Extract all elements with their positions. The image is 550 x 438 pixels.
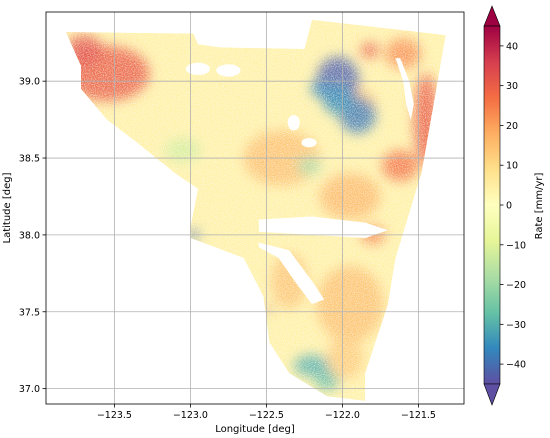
colorbar: −40 −30 −20 −10 0 10 20 30 40 Rate [mm/yr]	[483, 5, 545, 406]
colorbar-tick-label: −10	[506, 240, 526, 251]
colorbar-extend-bottom	[483, 383, 501, 406]
colorbar-tick-label: −40	[506, 360, 526, 371]
colorbar-tick-label: 30	[506, 81, 518, 92]
no-data-area	[258, 216, 388, 238]
y-axis-ticks: 37.0 37.5 38.0 38.5 39.0	[19, 77, 46, 395]
y-tick-label: 38.5	[19, 154, 40, 165]
x-tick-label: −123.0	[173, 410, 208, 421]
y-tick-label: 39.0	[19, 77, 40, 88]
map-plot-area	[46, 12, 464, 404]
x-tick-label: −121.5	[401, 410, 436, 421]
colorbar-tick-label: 40	[506, 41, 518, 52]
y-axis-label: Latitude [deg]	[2, 172, 13, 243]
x-tick-label: −122.0	[325, 410, 360, 421]
colorbar-tick-label: −30	[506, 320, 526, 331]
colorbar-tick-label: 10	[506, 161, 518, 172]
y-tick-label: 38.0	[19, 230, 40, 241]
grid-lines	[46, 12, 464, 404]
no-data-area	[185, 62, 211, 76]
axes-frame	[45, 11, 465, 405]
colorbar-extend-top	[483, 5, 501, 27]
colorbar-label: Rate [mm/yr]	[534, 173, 545, 240]
colorbar-tick-label: 20	[506, 121, 518, 132]
no-data-area	[301, 138, 317, 148]
no-data-area	[287, 114, 300, 131]
colorbar-gradient	[483, 25, 501, 385]
no-data-area	[258, 242, 325, 305]
colorbar-ticks: −40 −30 −20 −10 0 10 20 30 40	[500, 41, 526, 371]
x-axis-label: Longitude [deg]	[215, 424, 295, 435]
y-tick-label: 37.5	[19, 307, 40, 318]
x-tick-label: −122.5	[249, 410, 284, 421]
no-data-area	[216, 64, 241, 77]
x-tick-label: −123.5	[97, 410, 132, 421]
no-data-areas	[185, 58, 414, 305]
no-data-area	[395, 58, 414, 120]
x-axis-ticks: −123.5 −123.0 −122.5 −122.0 −121.5	[97, 404, 436, 421]
y-tick-label: 37.0	[19, 384, 40, 395]
colorbar-tick-label: −20	[506, 280, 526, 291]
colorbar-tick-label: 0	[506, 201, 512, 212]
